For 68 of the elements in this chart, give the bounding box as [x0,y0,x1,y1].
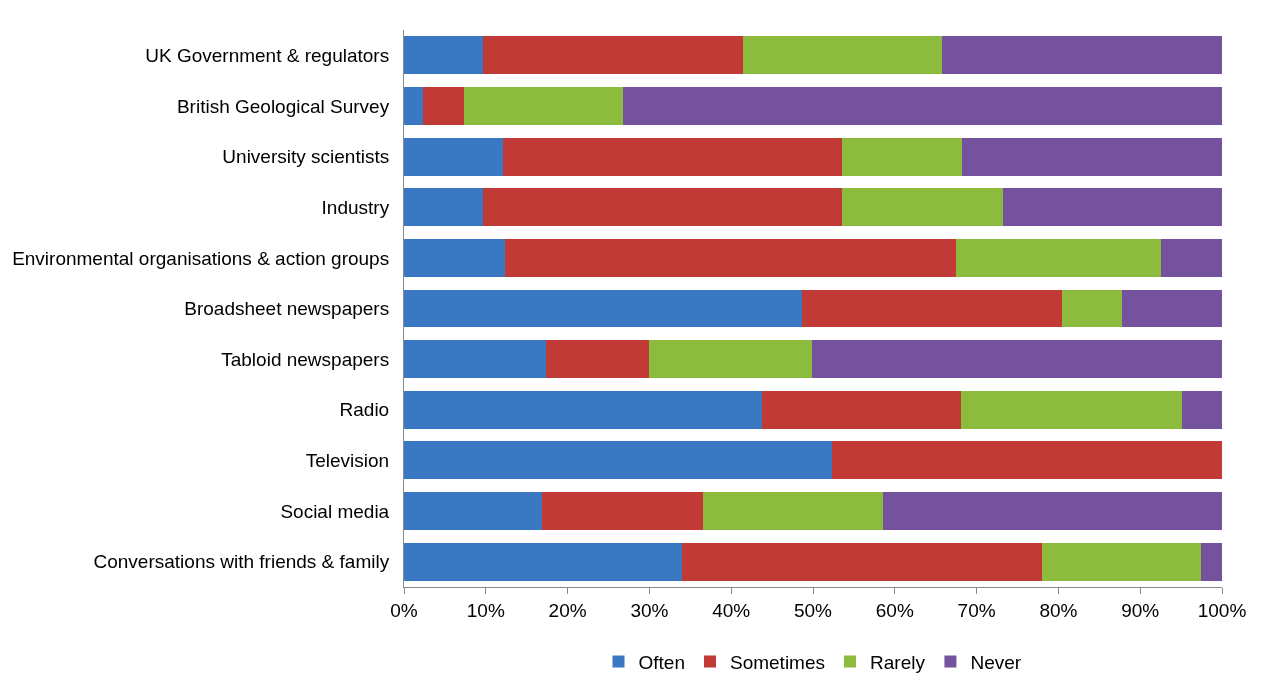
bar [682,542,1043,581]
bar [404,289,803,328]
x-tick-label: 30% [630,599,669,621]
x-tick-label: 100% [1197,599,1247,621]
bar [404,86,423,125]
y-tick-label: Environmental organisations & action groups [12,247,390,269]
y-tick-label: Social media [280,500,390,522]
bar [961,137,1222,176]
bar [542,492,703,531]
y-tick-label: Conversations with friends & family [93,551,390,573]
legend-label: Never [970,651,1022,673]
legend-label: Rarely [870,651,926,673]
bar [404,188,483,227]
bar [422,86,464,125]
x-tick-label: 60% [875,599,914,621]
bar [404,542,683,581]
bar [956,238,1161,277]
y-tick-label: Television [305,450,390,472]
bar [623,86,1222,125]
x-tick-label: 70% [957,599,996,621]
y-tick-label: Broadsheet newspapers [184,298,390,320]
bar [545,340,650,379]
bar [942,36,1222,75]
y-tick-label: Radio [339,399,390,421]
x-tick-label: 40% [712,599,751,621]
bar [482,36,743,75]
bar [742,36,943,75]
bar [831,441,1222,480]
bar [702,492,883,531]
bar [404,492,543,531]
bar [882,492,1222,531]
bar [404,137,503,176]
x-tick-label: 50% [793,599,833,621]
bar [404,340,546,379]
bar [1160,238,1222,277]
y-tick-label: Tabloid newspapers [221,348,390,370]
bar [649,340,813,379]
bar [502,137,842,176]
bar [463,86,624,125]
y-tick-label: British Geological Survey [176,95,390,117]
bar [961,390,1182,429]
bar [1122,289,1222,328]
bar [505,238,957,277]
x-tick-label: 80% [1039,599,1078,621]
bar [404,238,506,277]
x-tick-label: 90% [1121,599,1160,621]
bar [762,390,962,429]
bar [1181,390,1222,429]
bar [1061,289,1123,328]
bar [841,188,1003,227]
y-tick-label: UK Government & regulators [145,44,390,66]
bar [1200,542,1222,581]
bar [482,188,842,227]
bar [802,289,1062,328]
bar [1002,188,1222,227]
x-tick-label: 20% [548,599,587,621]
bar [1042,542,1201,581]
y-tick-label: University scientists [222,146,390,168]
bar [812,340,1222,379]
x-tick-label: 10% [466,599,505,621]
bar [404,441,832,480]
y-tick-label: Industry [321,196,390,218]
bar [404,390,763,429]
bar [841,137,962,176]
legend-label: Often [638,651,685,673]
bar [404,36,483,75]
x-tick-label: 0% [390,599,418,621]
legend-label: Sometimes [729,651,826,673]
